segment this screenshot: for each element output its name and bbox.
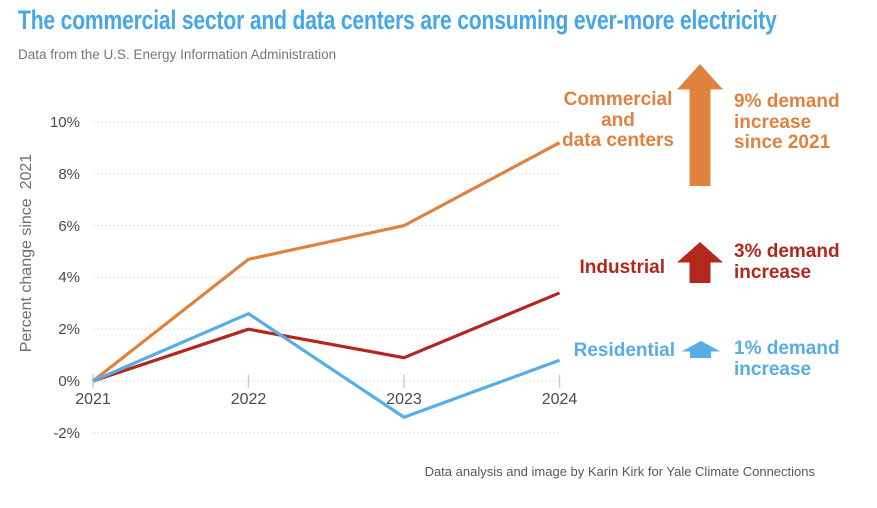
x-tick-label: 2023	[386, 391, 422, 408]
y-tick-label: -2%	[53, 424, 80, 442]
commercial-series-label: Commercial and data centers	[562, 89, 674, 151]
gridlines	[93, 121, 560, 434]
y-tick-label: 4%	[58, 269, 80, 287]
x-tick-label: 2024	[541, 391, 578, 408]
y-axis-title: Percent change since 2021	[18, 153, 35, 353]
series-line-industrial	[92, 291, 561, 383]
y-tick-label: 0%	[58, 373, 80, 390]
x-tick-label: 2021	[75, 391, 111, 408]
axis-ticks	[92, 374, 561, 388]
industrial-demand-note: 3% demand increase	[734, 241, 840, 283]
residential-up-arrow-icon	[681, 341, 721, 358]
chart-title: The commercial sector and data centers a…	[18, 5, 777, 35]
industrial-series-label: Industrial	[579, 257, 665, 278]
credit-line: Data analysis and image by Karin Kirk fo…	[424, 464, 815, 479]
commercial-demand-note: 9% demand increase since 2021	[734, 91, 840, 153]
y-tick-label: 6%	[58, 217, 80, 235]
y-tick-label: 10%	[49, 114, 80, 131]
residential-demand-note: 1% demand increase	[734, 338, 840, 380]
y-tick-label: 8%	[58, 165, 80, 183]
chart-subtitle: Data from the U.S. Energy Information Ad…	[18, 47, 337, 62]
industrial-up-arrow-icon	[677, 242, 723, 283]
y-tick-label: 2%	[58, 321, 80, 339]
series-line-commercial	[92, 141, 561, 383]
residential-series-label: Residential	[573, 340, 675, 361]
x-tick-label: 2022	[230, 391, 267, 408]
series-lines	[92, 141, 561, 419]
commercial-up-arrow-icon	[677, 64, 723, 186]
series-line-residential	[92, 312, 561, 419]
